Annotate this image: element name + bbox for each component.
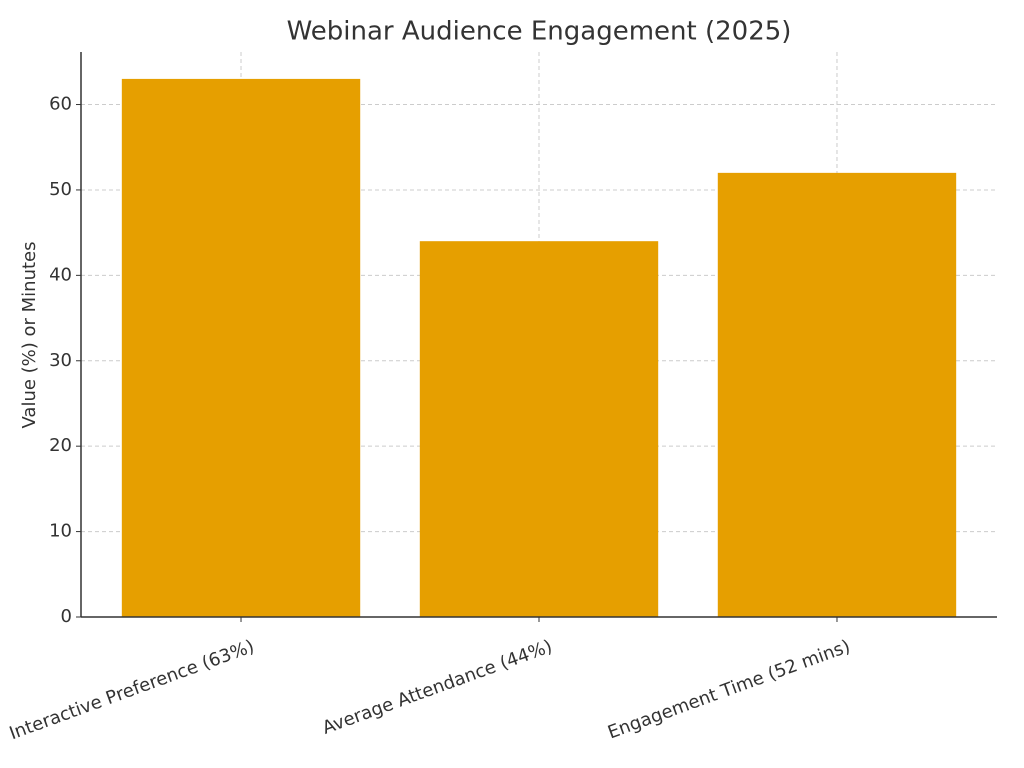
y-tick-label: 0 <box>61 606 72 627</box>
y-axis-label: Value (%) or Minutes <box>19 241 40 428</box>
x-tick-label: Average Attendance (44%) <box>320 636 555 739</box>
bar <box>717 172 957 617</box>
y-tick-label: 10 <box>49 521 72 542</box>
y-tick-label: 50 <box>49 179 72 200</box>
chart-title: Webinar Audience Engagement (2025) <box>287 17 792 47</box>
y-tick-label: 20 <box>49 435 72 456</box>
y-tick-label: 60 <box>49 94 72 115</box>
bar <box>419 241 659 618</box>
x-tick-label: Interactive Preference (63%) <box>7 636 258 744</box>
bar <box>121 78 361 617</box>
y-tick-label: 30 <box>49 350 72 371</box>
x-tick-label: Engagement Time (52 mins) <box>605 636 853 743</box>
y-tick-label: 40 <box>49 264 72 285</box>
